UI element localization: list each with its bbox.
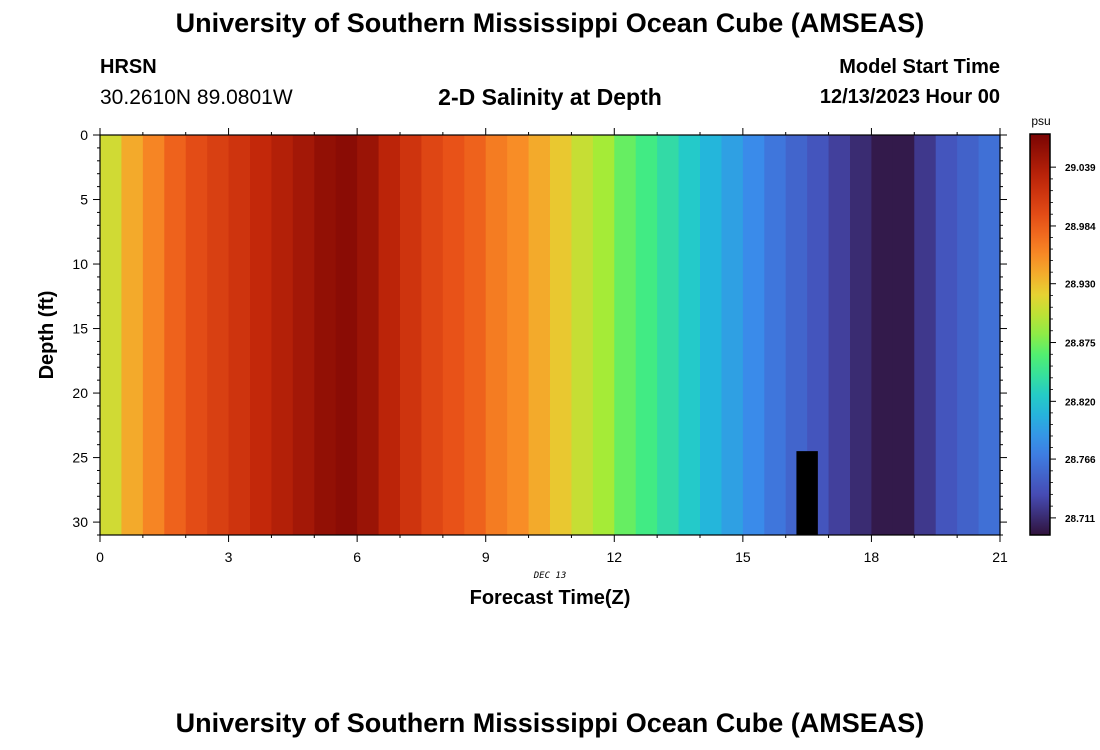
- heatmap-cell: [700, 135, 723, 535]
- x-axis: 0 3 6 9 12 15 18 21: [96, 128, 1008, 565]
- heatmap-cell: [185, 135, 208, 535]
- date-label: DEC 13: [533, 571, 567, 581]
- colorbar-tick-label: 29.039: [1065, 163, 1096, 174]
- heatmap-cell: [400, 135, 423, 535]
- colorbar-ticks: 29.039 28.984 28.930 28.875 28.820 28.766 28.7…: [1050, 163, 1096, 525]
- colorbar-tick-label: 28.820: [1065, 397, 1096, 408]
- heatmap-cell: [228, 135, 251, 535]
- heatmap-cell: [164, 135, 187, 535]
- y-tick-label: 0: [80, 127, 88, 143]
- heatmap-cell: [807, 135, 830, 535]
- heatmap-cells: [100, 135, 1001, 535]
- colorbar-unit: psu: [1031, 114, 1050, 128]
- plot-subtitle: 2-D Salinity at Depth: [438, 84, 662, 110]
- heatmap-cell: [485, 135, 508, 535]
- y-tick-label: 15: [72, 321, 88, 337]
- model-start-value: 12/13/2023 Hour 00: [819, 86, 1000, 108]
- heatmap-cell: [292, 135, 315, 535]
- heatmap-cell: [892, 135, 915, 535]
- heatmap-cell: [378, 135, 401, 535]
- heatmap-cell: [592, 135, 615, 535]
- x-tick-label: 12: [606, 549, 622, 565]
- station-coordinates: 30.2610N 89.0801W: [100, 86, 293, 109]
- heatmap-cell: [785, 135, 808, 535]
- y-tick-label: 20: [72, 385, 88, 401]
- x-tick-label: 6: [353, 549, 361, 565]
- heatmap-cell: [978, 135, 1001, 535]
- station-name: HRSN: [100, 56, 157, 78]
- model-start-label: Model Start Time: [839, 56, 1000, 78]
- x-tick-label: 21: [992, 549, 1008, 565]
- footer-title: University of Southern Mississippi Ocean…: [175, 708, 925, 738]
- heatmap-cell: [742, 135, 765, 535]
- y-axis: 0 5 10 15 20 25 30: [72, 127, 1007, 536]
- heatmap-cell: [142, 135, 165, 535]
- heatmap-cell: [357, 135, 380, 535]
- colorbar: [1029, 133, 1051, 536]
- y-tick-label: 10: [72, 256, 88, 272]
- colorbar-tick-label: 28.984: [1065, 222, 1096, 233]
- heatmap-cell: [850, 135, 873, 535]
- chart-title: University of Southern Mississippi Ocean…: [175, 8, 925, 38]
- heatmap-cell: [121, 135, 144, 535]
- y-axis-title: Depth (ft): [36, 291, 58, 380]
- plot-frame: [99, 134, 1001, 536]
- x-axis-title: Forecast Time(Z): [470, 587, 631, 609]
- heatmap-cell: [250, 135, 273, 535]
- heatmap-cell: [678, 135, 701, 535]
- heatmap-cell: [442, 135, 465, 535]
- heatmap-cell: [421, 135, 444, 535]
- colorbar-tick-label: 28.766: [1065, 455, 1096, 466]
- y-tick-label: 5: [80, 192, 88, 208]
- y-tick-label: 30: [72, 514, 88, 530]
- colorbar-tick-label: 28.711: [1065, 514, 1095, 525]
- no-data-block: [796, 451, 818, 535]
- x-tick-label: 18: [864, 549, 880, 565]
- colorbar-tick-label: 28.930: [1065, 280, 1096, 291]
- heatmap-cell: [657, 135, 680, 535]
- heatmap-cell: [828, 135, 851, 535]
- heatmap-cell: [271, 135, 294, 535]
- heatmap-cell: [935, 135, 958, 535]
- heatmap-cell: [507, 135, 530, 535]
- heatmap-cell: [571, 135, 594, 535]
- heatmap-cell: [100, 135, 123, 535]
- heatmap-cell: [635, 135, 658, 535]
- heatmap-cell: [871, 135, 894, 535]
- heatmap-cell: [528, 135, 551, 535]
- heatmap-cell: [721, 135, 744, 535]
- x-tick-label: 3: [225, 549, 233, 565]
- heatmap-cell: [614, 135, 637, 535]
- x-tick-label: 15: [735, 549, 751, 565]
- x-tick-label: 0: [96, 549, 104, 565]
- heatmap-cell: [207, 135, 230, 535]
- heatmap-cell: [550, 135, 573, 535]
- x-tick-label: 9: [482, 549, 490, 565]
- heatmap-cell: [314, 135, 337, 535]
- heatmap-cell: [464, 135, 487, 535]
- heatmap-cell: [764, 135, 787, 535]
- heatmap-cell: [957, 135, 980, 535]
- heatmap-cell: [335, 135, 358, 535]
- y-tick-label: 25: [72, 450, 88, 466]
- heatmap-cell: [914, 135, 937, 535]
- colorbar-tick-label: 28.875: [1065, 339, 1096, 350]
